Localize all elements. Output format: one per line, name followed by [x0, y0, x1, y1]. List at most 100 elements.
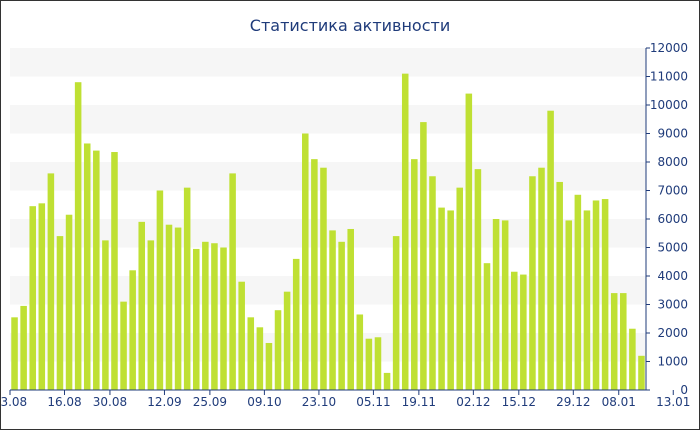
x-tick-label: 25.09 — [193, 395, 227, 409]
y-tick-label: 6000 — [657, 212, 688, 226]
bars — [11, 73, 645, 391]
bar — [520, 274, 527, 390]
bar — [265, 342, 273, 390]
x-tick-label: 16.08 — [47, 395, 81, 409]
bar — [211, 243, 218, 390]
bar — [120, 301, 127, 390]
bar — [610, 293, 618, 390]
bar — [274, 310, 282, 390]
bar — [29, 206, 36, 390]
bar — [174, 227, 182, 390]
bar — [556, 181, 563, 390]
bar — [83, 143, 91, 390]
bar — [501, 220, 509, 390]
chart-title: Статистика активности — [250, 16, 450, 35]
bar — [374, 337, 382, 390]
bar — [574, 194, 582, 390]
x-tick-label: 12.09 — [147, 395, 181, 409]
bar — [20, 305, 27, 390]
bar — [338, 241, 345, 390]
bar — [510, 271, 518, 390]
bar — [465, 93, 473, 390]
bar — [392, 236, 400, 390]
bar — [111, 152, 118, 390]
x-tick-label: 13.01 — [656, 395, 690, 409]
bar — [56, 236, 64, 390]
bar — [592, 200, 600, 390]
y-tick-label: 1000 — [657, 355, 688, 369]
bar — [456, 187, 464, 390]
x-tick-label: 02.12 — [456, 395, 490, 409]
bar — [365, 338, 373, 390]
x-tick-label: 19.11 — [402, 395, 436, 409]
bar — [347, 228, 354, 390]
bar — [383, 372, 391, 390]
bar — [192, 248, 200, 390]
bar — [547, 110, 554, 390]
x-ticks: 03.08 16.08 30.08 12.09 25.09 09.10 23.10 05.11… — [0, 390, 690, 409]
bar — [202, 241, 209, 390]
bar — [411, 159, 418, 390]
bar — [247, 317, 255, 390]
bar — [429, 176, 436, 390]
x-tick-label: 30.08 — [93, 395, 127, 409]
y-tick-label: 5000 — [657, 241, 688, 255]
bar — [329, 230, 336, 390]
bar — [102, 240, 109, 391]
y-tick-label: 11000 — [650, 70, 688, 84]
x-tick-label: 05.11 — [356, 395, 390, 409]
bar — [129, 270, 136, 390]
bar — [38, 203, 46, 390]
y-tick-label: 0 — [680, 383, 688, 397]
bar — [638, 355, 645, 390]
x-tick-label: 08.01 — [602, 395, 636, 409]
bar — [47, 173, 55, 390]
bar — [283, 291, 291, 390]
bar — [401, 73, 409, 391]
bar — [147, 240, 155, 391]
bar — [311, 159, 318, 390]
x-tick-label: 29.12 — [556, 395, 590, 409]
bar — [238, 281, 245, 390]
bar — [438, 207, 445, 390]
y-tick-label: 12000 — [650, 41, 688, 55]
bar — [565, 220, 573, 390]
x-tick-label: 23.10 — [302, 395, 336, 409]
y-tick-label: 2000 — [657, 326, 688, 340]
bar — [156, 190, 164, 390]
bar — [629, 328, 636, 390]
y-tick-label: 3000 — [657, 298, 688, 312]
y-tick-label: 4000 — [657, 269, 688, 283]
x-tick-label: 15.12 — [502, 395, 536, 409]
bar — [356, 314, 364, 390]
bar — [620, 293, 627, 390]
bar — [320, 167, 327, 390]
y-tick-label: 10000 — [650, 98, 688, 112]
bar — [256, 327, 264, 390]
bar — [583, 210, 591, 390]
y-tick-label: 7000 — [657, 184, 688, 198]
grid-band — [10, 105, 646, 134]
bar — [229, 173, 236, 390]
bar — [483, 263, 491, 390]
bar — [492, 219, 500, 390]
y-tick-label: 8000 — [657, 155, 688, 169]
bar — [420, 122, 427, 390]
y-ticks: 0 1000 2000 3000 4000 5000 6000 7000 8000 9000 100… — [646, 41, 688, 397]
bar — [447, 210, 454, 390]
bar — [529, 176, 536, 390]
y-tick-label: 9000 — [657, 127, 688, 141]
bar — [183, 187, 191, 390]
bar — [601, 199, 609, 390]
x-tick-label: 09.10 — [247, 395, 281, 409]
bar — [138, 221, 146, 390]
bar — [93, 150, 100, 390]
bar — [11, 317, 18, 390]
bar — [220, 247, 227, 390]
bar — [74, 82, 82, 390]
bar — [538, 167, 545, 390]
x-tick-label: 03.08 — [0, 395, 27, 409]
bar — [474, 169, 482, 391]
bar — [302, 133, 309, 390]
